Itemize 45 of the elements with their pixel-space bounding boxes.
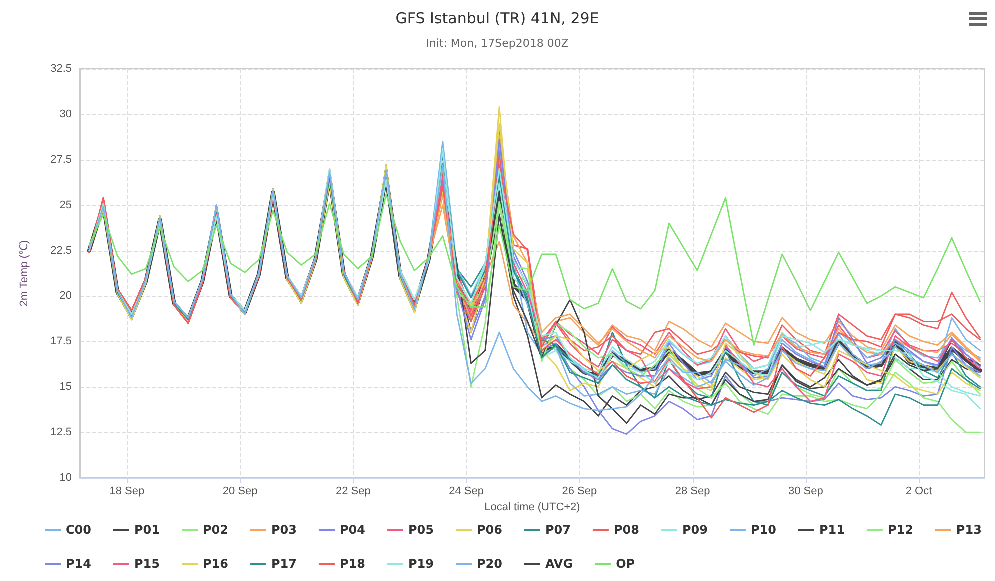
y-tick-label: 12.5 xyxy=(50,426,72,439)
y-tick-label: 32.5 xyxy=(50,63,72,75)
y-tick-label: 10 xyxy=(60,472,72,484)
legend-label: P17 xyxy=(271,557,297,571)
x-tick-label: 30 Sep xyxy=(788,486,824,498)
chart-title: GFS Istanbul (TR) 41N, 29E xyxy=(396,10,600,28)
x-tick-label: 22 Sep xyxy=(336,486,371,498)
legend-label: P06 xyxy=(476,523,502,537)
y-tick-label: 25 xyxy=(60,199,72,212)
legend-label: P09 xyxy=(682,523,708,537)
legend-label: C00 xyxy=(66,523,92,537)
legend-label: P05 xyxy=(408,523,434,537)
legend-label: P14 xyxy=(66,557,92,571)
y-tick-label: 20 xyxy=(60,290,72,302)
legend-label: P03 xyxy=(271,523,297,537)
x-tick-label: 2 Oct xyxy=(906,486,932,498)
legend-label: P11 xyxy=(819,523,845,537)
legend-label: AVG xyxy=(545,557,574,571)
y-axis-title: 2m Temp (℃) xyxy=(18,240,30,307)
legend-label: P10 xyxy=(750,523,776,537)
legend-label: P13 xyxy=(956,523,982,537)
legend-label: P07 xyxy=(545,523,571,537)
legend-label: P15 xyxy=(134,557,160,571)
legend-label: OP xyxy=(616,557,636,571)
y-tick-label: 30 xyxy=(60,108,72,120)
x-tick-label: 26 Sep xyxy=(562,486,598,498)
legend-label: P20 xyxy=(476,557,502,571)
legend-label: P16 xyxy=(202,557,228,571)
x-tick-label: 24 Sep xyxy=(449,486,484,498)
x-tick-label: 20 Sep xyxy=(222,486,258,498)
legend-label: P01 xyxy=(134,523,160,537)
y-tick-label: 15 xyxy=(60,381,72,394)
x-tick-label: 18 Sep xyxy=(110,486,145,498)
y-tick-label: 17.5 xyxy=(50,336,72,348)
legend-label: P19 xyxy=(408,557,434,571)
y-tick-label: 22.5 xyxy=(50,244,72,257)
legend-label: P12 xyxy=(888,523,914,537)
legend-label: P02 xyxy=(203,523,228,537)
legend-label: P18 xyxy=(340,557,366,571)
x-tick-label: 28 Sep xyxy=(675,486,710,498)
legend-label: P08 xyxy=(614,523,640,537)
x-axis-title: Local time (UTC+2) xyxy=(484,502,580,514)
y-tick-label: 27.5 xyxy=(50,154,72,166)
legend-label: P04 xyxy=(340,523,366,537)
chart-subtitle: Init: Mon, 17Sep2018 00Z xyxy=(426,37,570,50)
